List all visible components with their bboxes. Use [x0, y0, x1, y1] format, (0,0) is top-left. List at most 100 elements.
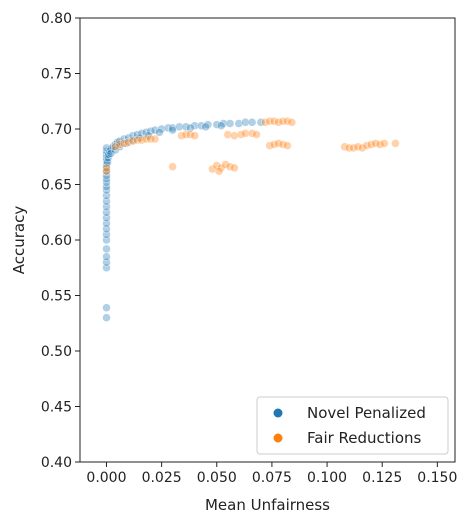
data-point-novel-penalized [144, 131, 153, 140]
data-point-fair-reductions [212, 161, 222, 170]
x-tick-label: 0.150 [417, 470, 457, 486]
data-point-novel-penalized [219, 119, 228, 128]
data-point-fair-reductions [261, 118, 270, 127]
data-point-fair-reductions [230, 131, 239, 140]
data-point-novel-penalized [197, 121, 206, 130]
y-tick-label: 0.65 [41, 178, 72, 194]
data-point-novel-penalized [122, 139, 131, 148]
legend-label-novel-penalized: Novel Penalized [307, 404, 426, 422]
data-point-novel-penalized [108, 142, 118, 152]
x-tick-label: 0.025 [142, 470, 182, 486]
data-point-fair-reductions [362, 141, 371, 150]
data-point-fair-reductions [208, 164, 217, 174]
data-point-fair-reductions [146, 134, 155, 144]
data-point-fair-reductions [340, 142, 349, 152]
data-point-novel-penalized [102, 252, 111, 261]
data-point-novel-penalized [102, 178, 111, 187]
data-point-novel-penalized [241, 118, 250, 127]
data-point-fair-reductions [278, 116, 288, 126]
data-point-fair-reductions [177, 131, 186, 140]
data-point-fair-reductions [287, 118, 296, 127]
legend-marker-novel-penalized [273, 408, 283, 418]
data-point-fair-reductions [358, 143, 367, 153]
data-point-fair-reductions [186, 130, 195, 139]
data-point-fair-reductions [181, 130, 191, 139]
data-point-novel-penalized [256, 118, 266, 127]
data-point-fair-reductions [236, 130, 246, 139]
data-point-fair-reductions [128, 136, 138, 146]
data-point-novel-penalized [104, 150, 113, 159]
x-tick-label: 0.050 [197, 470, 237, 486]
data-point-novel-penalized [113, 138, 122, 147]
data-point-fair-reductions [349, 143, 358, 153]
data-point-fair-reductions [150, 134, 160, 144]
data-point-fair-reductions [102, 166, 111, 176]
data-point-fair-reductions [225, 162, 235, 171]
data-point-fair-reductions [367, 140, 376, 149]
data-point-novel-penalized [102, 160, 111, 169]
data-point-fair-reductions [119, 139, 129, 148]
data-point-fair-reductions [221, 160, 230, 169]
data-point-fair-reductions [190, 131, 199, 140]
y-tick-label: 0.75 [41, 67, 72, 83]
y-tick-label: 0.80 [41, 11, 72, 27]
data-point-novel-penalized [175, 122, 184, 132]
data-point-novel-penalized [105, 146, 115, 156]
data-point-novel-penalized [168, 125, 177, 135]
data-point-fair-reductions [371, 139, 380, 148]
data-point-novel-penalized [106, 149, 116, 158]
data-point-fair-reductions [380, 139, 389, 148]
x-tick-label: 0.075 [252, 470, 292, 486]
x-tick-label: 0.125 [362, 470, 402, 486]
x-axis-ticks: 0.000 0.025 0.050 0.075 0.100 0.125 0.150 [86, 462, 457, 486]
data-point-novel-penalized [135, 133, 144, 143]
data-point-novel-penalized [157, 124, 166, 134]
data-point-novel-penalized [103, 153, 113, 163]
data-point-fair-reductions [168, 162, 177, 171]
data-point-fair-reductions [137, 135, 147, 145]
data-point-novel-penalized [203, 120, 213, 129]
data-point-fair-reductions [283, 116, 292, 126]
data-point-fair-reductions [111, 142, 120, 152]
data-point-fair-reductions [230, 163, 239, 173]
data-point-fair-reductions [283, 141, 292, 150]
x-tick-label: 0.100 [307, 470, 347, 486]
data-point-fair-reductions [115, 140, 124, 149]
data-point-fair-reductions [265, 141, 274, 150]
data-point-fair-reductions [223, 130, 233, 139]
data-point-fair-reductions [391, 139, 400, 148]
data-point-novel-penalized [102, 146, 111, 156]
legend-box [256, 396, 449, 455]
data-points [102, 116, 400, 322]
data-point-novel-penalized [106, 144, 116, 154]
data-point-fair-reductions [353, 142, 363, 152]
data-point-novel-penalized [201, 122, 210, 132]
data-point-novel-penalized [124, 133, 133, 143]
data-point-novel-penalized [115, 142, 124, 152]
y-tick-label: 0.60 [41, 233, 72, 249]
data-point-novel-penalized [150, 125, 160, 135]
legend-marker-fair-reductions [273, 433, 283, 443]
data-point-fair-reductions [124, 138, 133, 147]
data-point-novel-penalized [225, 119, 235, 128]
plot-frame [79, 17, 456, 463]
y-tick-label: 0.55 [41, 289, 72, 305]
data-point-novel-penalized [111, 145, 120, 155]
data-point-fair-reductions [344, 143, 354, 153]
x-axis-label: Mean Unfairness [205, 496, 330, 514]
data-point-fair-reductions [241, 129, 250, 138]
y-tick-label: 0.40 [41, 455, 72, 471]
y-tick-label: 0.70 [41, 122, 72, 138]
data-point-novel-penalized [119, 134, 129, 144]
data-point-novel-penalized [102, 143, 111, 153]
data-point-fair-reductions [102, 163, 111, 173]
data-point-fair-reductions [252, 130, 261, 139]
data-point-fair-reductions [247, 129, 257, 138]
data-point-novel-penalized [102, 244, 111, 254]
data-point-novel-penalized [102, 171, 111, 180]
data-point-fair-reductions [265, 116, 274, 126]
data-point-novel-penalized [102, 303, 111, 312]
data-point-novel-penalized [212, 120, 222, 129]
data-point-fair-reductions [216, 163, 226, 173]
